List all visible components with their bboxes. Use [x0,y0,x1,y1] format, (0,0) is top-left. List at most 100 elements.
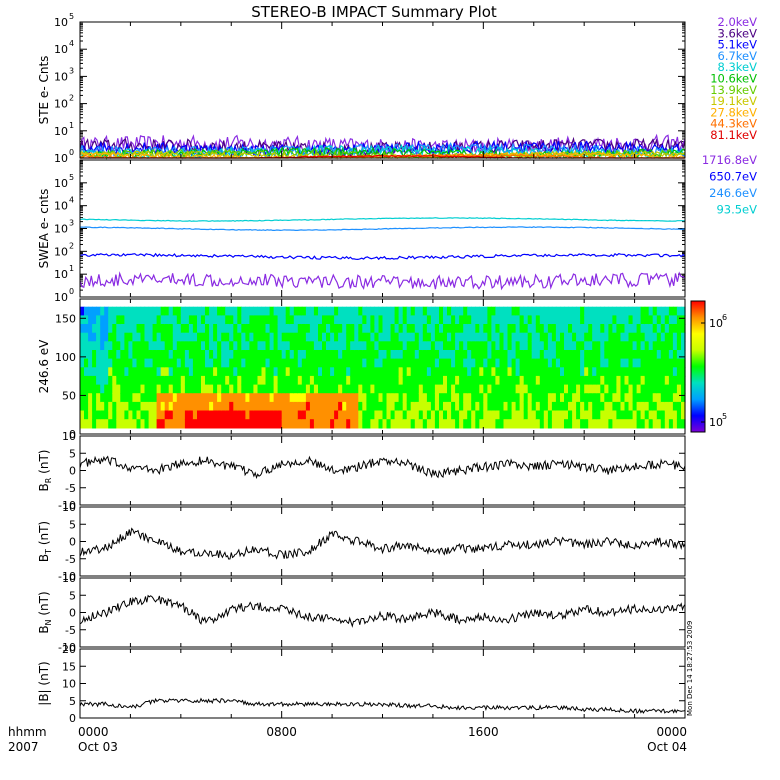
bt-ytick-label: 10 [62,501,76,514]
spec-cell [362,350,367,360]
spec-cell [660,410,666,420]
spec-cell [422,306,428,316]
spec-cell [576,419,581,429]
ste-legend-item: 2.0keV [718,15,758,29]
ste-ytick-exp: 0 [69,148,74,157]
spec-cell [164,358,170,368]
spec-cell [245,410,250,420]
spec-cell [184,384,190,394]
spec-cell [80,341,85,351]
spec-cell [249,375,254,386]
spec-cell [588,401,593,412]
spec-cell [632,393,638,403]
spec-cell [386,375,392,386]
spec-cell [463,324,468,334]
spec-cell [672,410,678,420]
spec-cell [322,306,327,316]
ste-ytick-exp: 1 [69,121,74,130]
spec-cell [612,341,617,351]
spec-cell [358,332,363,342]
spec-cell [269,393,275,403]
spec-cell [277,315,283,325]
spec-cell [213,332,218,342]
spec-cell [531,324,537,334]
spec-cell [265,324,271,334]
spec-cell [471,358,476,368]
spec-cell [140,358,146,368]
spec-cell [221,393,226,403]
spec-cell [338,350,343,360]
spec-cell [201,375,206,386]
spec-cell [197,306,202,316]
spec-cell [564,358,569,368]
spec-cell [439,410,444,420]
spec-cell [515,332,521,342]
spec-cell [80,410,85,420]
spec-cell [176,401,182,412]
spec-cell [120,350,125,360]
spec-cell [112,393,117,403]
spec-cell [451,401,456,412]
spec-cell [491,358,496,368]
spec-cell [632,306,638,316]
spec-cell [249,419,254,429]
spec-cell [374,315,379,325]
spec-cell [531,341,537,351]
spec-cell [555,401,561,412]
spec-cell [164,341,170,351]
spec-cell [241,341,246,351]
spec-cell [128,350,133,360]
spec-cell [358,358,363,368]
spec-cell [382,375,388,386]
spec-cell [225,332,230,342]
spec-cell [479,324,484,334]
spec-cell [269,367,275,377]
spec-cell [487,367,492,377]
spec-cell [487,324,492,334]
spec-cell [539,306,545,316]
spec-cell [285,393,291,403]
spec-cell [547,410,553,420]
spec-cell [237,358,242,368]
spec-cell [564,375,569,386]
spec-cell [620,401,626,412]
spec-cell [503,315,509,325]
spec-cell [499,419,505,429]
spec-cell [398,410,404,420]
spec-cell [560,341,565,351]
spec-cell [406,393,412,403]
spec-cell [418,324,424,334]
spec-cell [301,384,307,394]
spec-cell [326,384,331,394]
spec-cell [580,315,585,325]
spec-cell [217,324,222,334]
spec-cell [600,419,605,429]
spec-cell [80,332,85,342]
spec-cell [84,367,89,377]
spec-cell [217,410,222,420]
spec-cell [467,367,472,377]
spec-cell [443,341,448,351]
br-ytick-label: 5 [69,447,76,460]
spec-cell [221,315,226,325]
spec-cell [652,306,658,316]
spec-cell [116,367,121,377]
spec-cell [624,332,630,342]
spec-cell [205,350,210,360]
spec-cell [305,324,311,334]
spec-cell [471,410,476,420]
spec-cell [652,419,658,429]
spec-cell [112,315,117,325]
spec-cell [378,410,384,420]
spec-cell [289,384,295,394]
spec-cell [467,410,472,420]
spec-cell [447,324,452,334]
spec-cell [197,375,202,386]
spec-cell [648,358,654,368]
spec-cell [479,384,484,394]
spec-cell [132,410,137,420]
spec-cell [334,401,339,412]
spec-cell [483,410,488,420]
spec-cell [426,306,432,316]
spec-cell [188,393,194,403]
